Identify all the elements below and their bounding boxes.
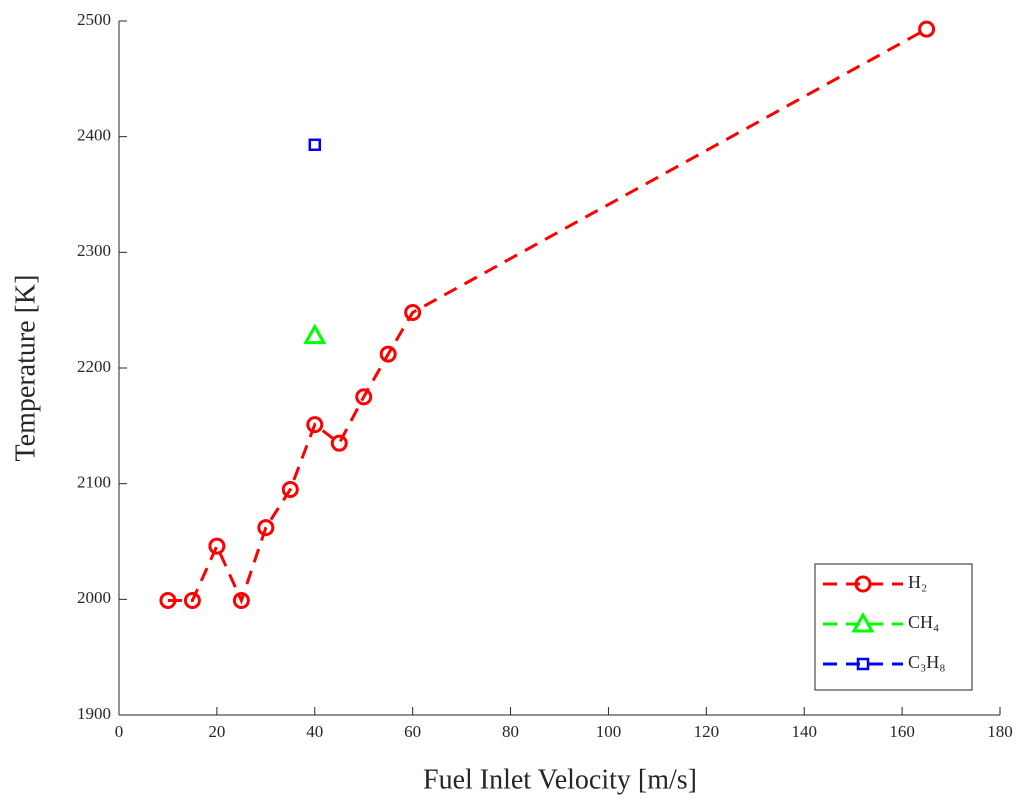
x-tick-label: 140 [791,722,817,741]
legend-label: CH₄ [908,612,939,632]
x-tick-label: 40 [306,722,323,741]
marker [918,20,936,38]
legend-marker [856,657,870,671]
x-tick-label: 180 [987,722,1013,741]
marker [281,480,299,498]
y-axis-label: Temperature [K] [10,275,41,462]
marker [306,416,324,434]
y-tick-label: 1900 [77,704,111,723]
marker [308,138,322,152]
marker [208,537,226,555]
marker [232,591,250,609]
y-tick-label: 2000 [77,588,111,607]
legend-marker [854,575,872,593]
legend-marker [851,611,875,633]
marker [379,345,397,363]
x-tick-label: 120 [694,722,720,741]
legend-label: H₂ [908,572,927,592]
y-tick-label: 2400 [77,126,111,145]
x-axis-label: Fuel Inlet Velocity [m/s] [423,764,697,795]
x-tick-label: 20 [208,722,225,741]
marker [355,388,373,406]
y-tick-label: 2200 [77,357,111,376]
x-tick-label: 100 [596,722,622,741]
marker [404,303,422,321]
y-tick-label: 2500 [77,10,111,29]
x-tick-label: 80 [502,722,519,741]
x-tick-label: 0 [115,722,124,741]
legend-label: C₃H₈ [908,652,946,672]
marker [303,323,327,345]
y-tick-label: 2100 [77,473,111,492]
marker [159,591,177,609]
series-line [167,27,928,605]
y-tick-label: 2300 [77,241,111,260]
x-tick-label: 60 [404,722,421,741]
marker [257,519,275,537]
marker [183,591,201,609]
marker [330,434,348,452]
x-tick-label: 160 [889,722,915,741]
